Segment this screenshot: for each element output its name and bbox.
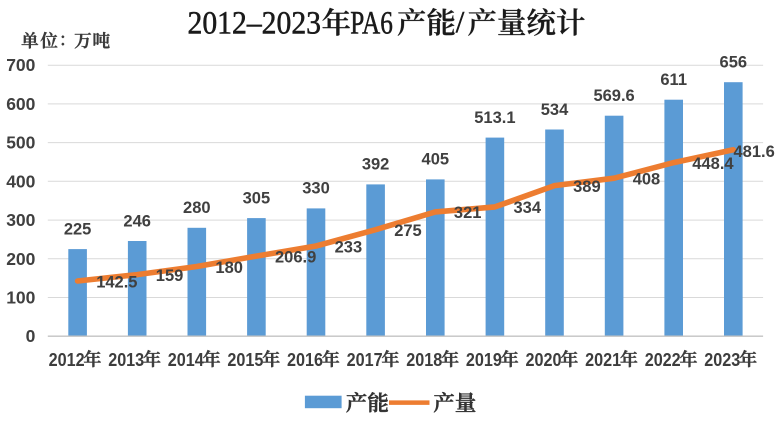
svg-text:600: 600: [6, 94, 35, 114]
svg-text:392: 392: [362, 156, 390, 174]
svg-text:405: 405: [422, 151, 450, 169]
svg-text:180: 180: [215, 259, 243, 277]
svg-text:611: 611: [660, 71, 687, 89]
svg-text:408: 408: [633, 171, 661, 189]
svg-text:321: 321: [454, 204, 482, 222]
svg-text:159: 159: [156, 267, 184, 285]
svg-text:2021: 2021: [585, 350, 621, 370]
svg-text:0: 0: [26, 326, 36, 346]
svg-text:200: 200: [6, 249, 35, 269]
svg-text:206.9: 206.9: [275, 248, 316, 266]
svg-text:569.6: 569.6: [593, 87, 634, 105]
svg-text:225: 225: [64, 220, 92, 238]
svg-text:448.4: 448.4: [692, 155, 734, 173]
svg-text:389: 389: [573, 178, 601, 196]
svg-text:280: 280: [183, 199, 211, 217]
svg-text:2016: 2016: [287, 350, 323, 370]
svg-text:100: 100: [6, 288, 35, 308]
svg-text:330: 330: [302, 180, 330, 198]
svg-text:300: 300: [6, 210, 35, 230]
svg-text:PA6: PA6: [350, 6, 393, 42]
svg-text:2012: 2012: [49, 350, 85, 370]
svg-text:2013: 2013: [108, 350, 144, 370]
svg-text:142.5: 142.5: [96, 273, 137, 291]
svg-text:2017: 2017: [347, 350, 383, 370]
svg-text:656: 656: [720, 54, 748, 72]
svg-text:2014: 2014: [168, 350, 204, 370]
svg-text:305: 305: [243, 189, 271, 207]
svg-text:513.1: 513.1: [474, 109, 515, 127]
svg-text:2018: 2018: [406, 350, 442, 370]
svg-text:275: 275: [394, 222, 422, 240]
svg-text:334: 334: [514, 199, 542, 217]
svg-text:2020: 2020: [526, 350, 562, 370]
svg-text:534: 534: [541, 101, 569, 119]
svg-text:500: 500: [6, 133, 35, 153]
svg-text:2022: 2022: [645, 350, 681, 370]
svg-text:/: /: [456, 5, 465, 39]
svg-text:400: 400: [6, 171, 35, 191]
svg-text:246: 246: [123, 212, 151, 230]
svg-text:2019: 2019: [466, 350, 502, 370]
svg-text:2012–2023: 2012–2023: [188, 6, 322, 42]
svg-text:233: 233: [335, 238, 363, 256]
svg-text:481.6: 481.6: [734, 143, 775, 161]
svg-text:2015: 2015: [227, 350, 263, 370]
svg-text:700: 700: [6, 55, 35, 75]
svg-text:2023: 2023: [704, 350, 740, 370]
